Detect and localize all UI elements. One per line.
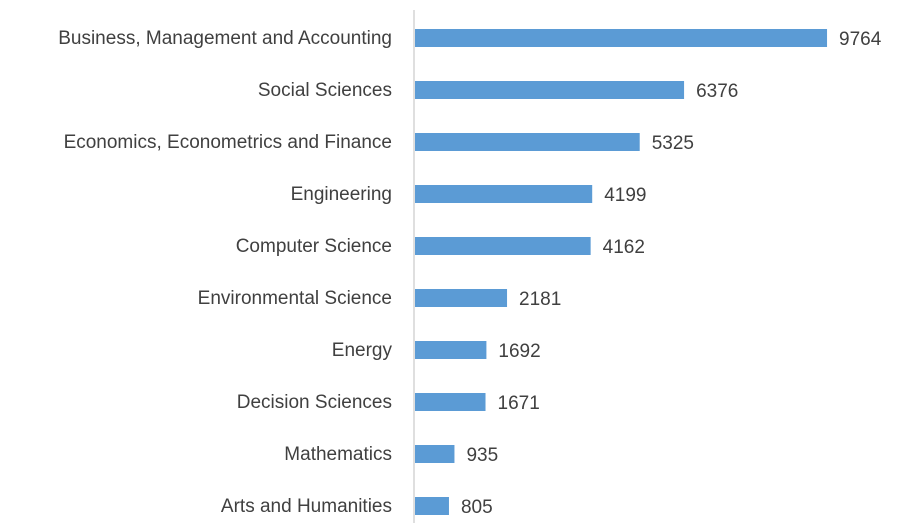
value-label: 6376 — [696, 81, 738, 102]
bar — [415, 289, 508, 307]
bar — [415, 341, 487, 359]
value-label: 935 — [466, 445, 498, 466]
bar — [415, 81, 685, 99]
category-label: Decision Sciences — [237, 392, 392, 413]
value-label: 4162 — [603, 237, 645, 258]
value-label: 2181 — [519, 289, 561, 310]
category-label: Social Sciences — [258, 80, 392, 101]
value-label: 5325 — [652, 133, 694, 154]
category-label: Energy — [332, 340, 393, 361]
bar — [415, 445, 455, 463]
category-label: Economics, Econometrics and Finance — [64, 132, 392, 153]
bar — [415, 497, 449, 515]
value-label: 805 — [461, 497, 493, 518]
bar — [415, 393, 486, 411]
value-label: 4199 — [604, 185, 646, 206]
category-label: Environmental Science — [198, 288, 392, 309]
category-label: Business, Management and Accounting — [58, 28, 392, 49]
category-label: Arts and Humanities — [221, 496, 392, 517]
category-label: Computer Science — [236, 236, 392, 257]
category-label: Engineering — [291, 184, 392, 205]
bar — [415, 237, 591, 255]
value-label: 1692 — [498, 341, 540, 362]
bar — [415, 29, 828, 47]
value-label: 1671 — [498, 393, 540, 414]
bar — [415, 185, 593, 203]
category-label: Mathematics — [284, 444, 392, 465]
bar — [415, 133, 640, 151]
value-label: 9764 — [839, 29, 882, 50]
